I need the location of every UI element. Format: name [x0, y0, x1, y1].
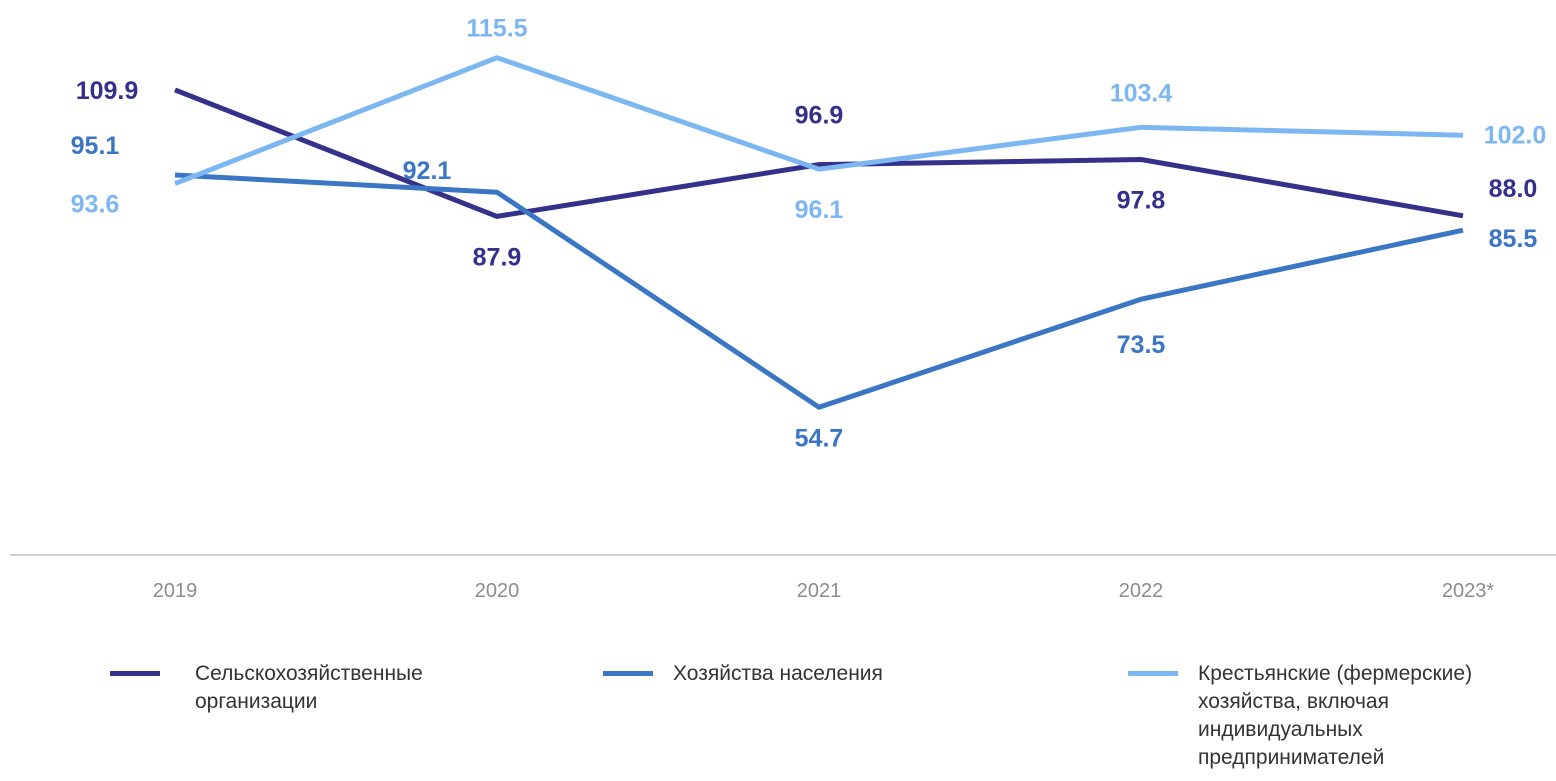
data-label-series2-2020: 92.1	[403, 157, 452, 185]
x-axis-tick-labels: 2019 2020 2021 2022 2023*	[153, 580, 1495, 602]
data-label-series2-2023: 85.5	[1489, 225, 1538, 253]
data-label-series1-2020: 87.9	[473, 243, 522, 271]
data-label-series3-2021: 96.1	[795, 196, 844, 224]
legend-label: Крестьянские (фермерские) хозяйства, вкл…	[1198, 662, 1473, 769]
line-chart: 109.9 87.9 96.9 97.8 88.0 95.1 92.1 54.7 73.5 85.…	[10, 15, 1556, 602]
x-tick-label-2020: 2020	[475, 580, 520, 602]
x-tick-label-2023: 2023*	[1442, 580, 1494, 602]
series-lines	[174, 55, 1464, 410]
data-label-series3-2019: 93.6	[71, 191, 120, 219]
data-label-series1-2023: 88.0	[1489, 175, 1538, 203]
data-label-series1-2021: 96.9	[795, 102, 844, 130]
legend-item-farm-households: Крестьянские (фермерские) хозяйства, вкл…	[1128, 660, 1472, 772]
legend-swatch-medium-blue	[603, 671, 653, 676]
data-label-series2-2022: 73.5	[1117, 331, 1166, 359]
legend-label: Сельскохозяйственные организации	[195, 662, 423, 713]
legend-item-households: Хозяйства населения	[603, 660, 883, 688]
series-line-1	[174, 87, 1464, 219]
series-line-2	[174, 172, 1464, 410]
legend-swatch-light-blue	[1128, 671, 1178, 676]
x-tick-label-2019: 2019	[153, 580, 198, 602]
data-label-series1-2019: 109.9	[76, 77, 139, 105]
data-label-series1-2022: 97.8	[1117, 186, 1166, 214]
x-tick-label-2022: 2022	[1119, 580, 1164, 602]
data-label-series2-2021: 54.7	[795, 424, 844, 452]
data-label-series2-2019: 95.1	[71, 132, 120, 160]
legend-swatch-dark-blue	[110, 671, 160, 676]
legend-item-agricultural-organizations: Сельскохозяйственные организации	[110, 660, 423, 716]
legend-label: Хозяйства населения	[673, 662, 883, 685]
data-label-series3-2020: 115.5	[466, 15, 527, 43]
data-label-series3-2022: 103.4	[1110, 79, 1173, 107]
series-line-3	[174, 55, 1464, 186]
x-tick-label-2021: 2021	[797, 580, 842, 602]
data-label-series3-2023: 102.0	[1484, 121, 1547, 149]
data-labels: 109.9 87.9 96.9 97.8 88.0 95.1 92.1 54.7 73.5 85.…	[71, 15, 1547, 453]
